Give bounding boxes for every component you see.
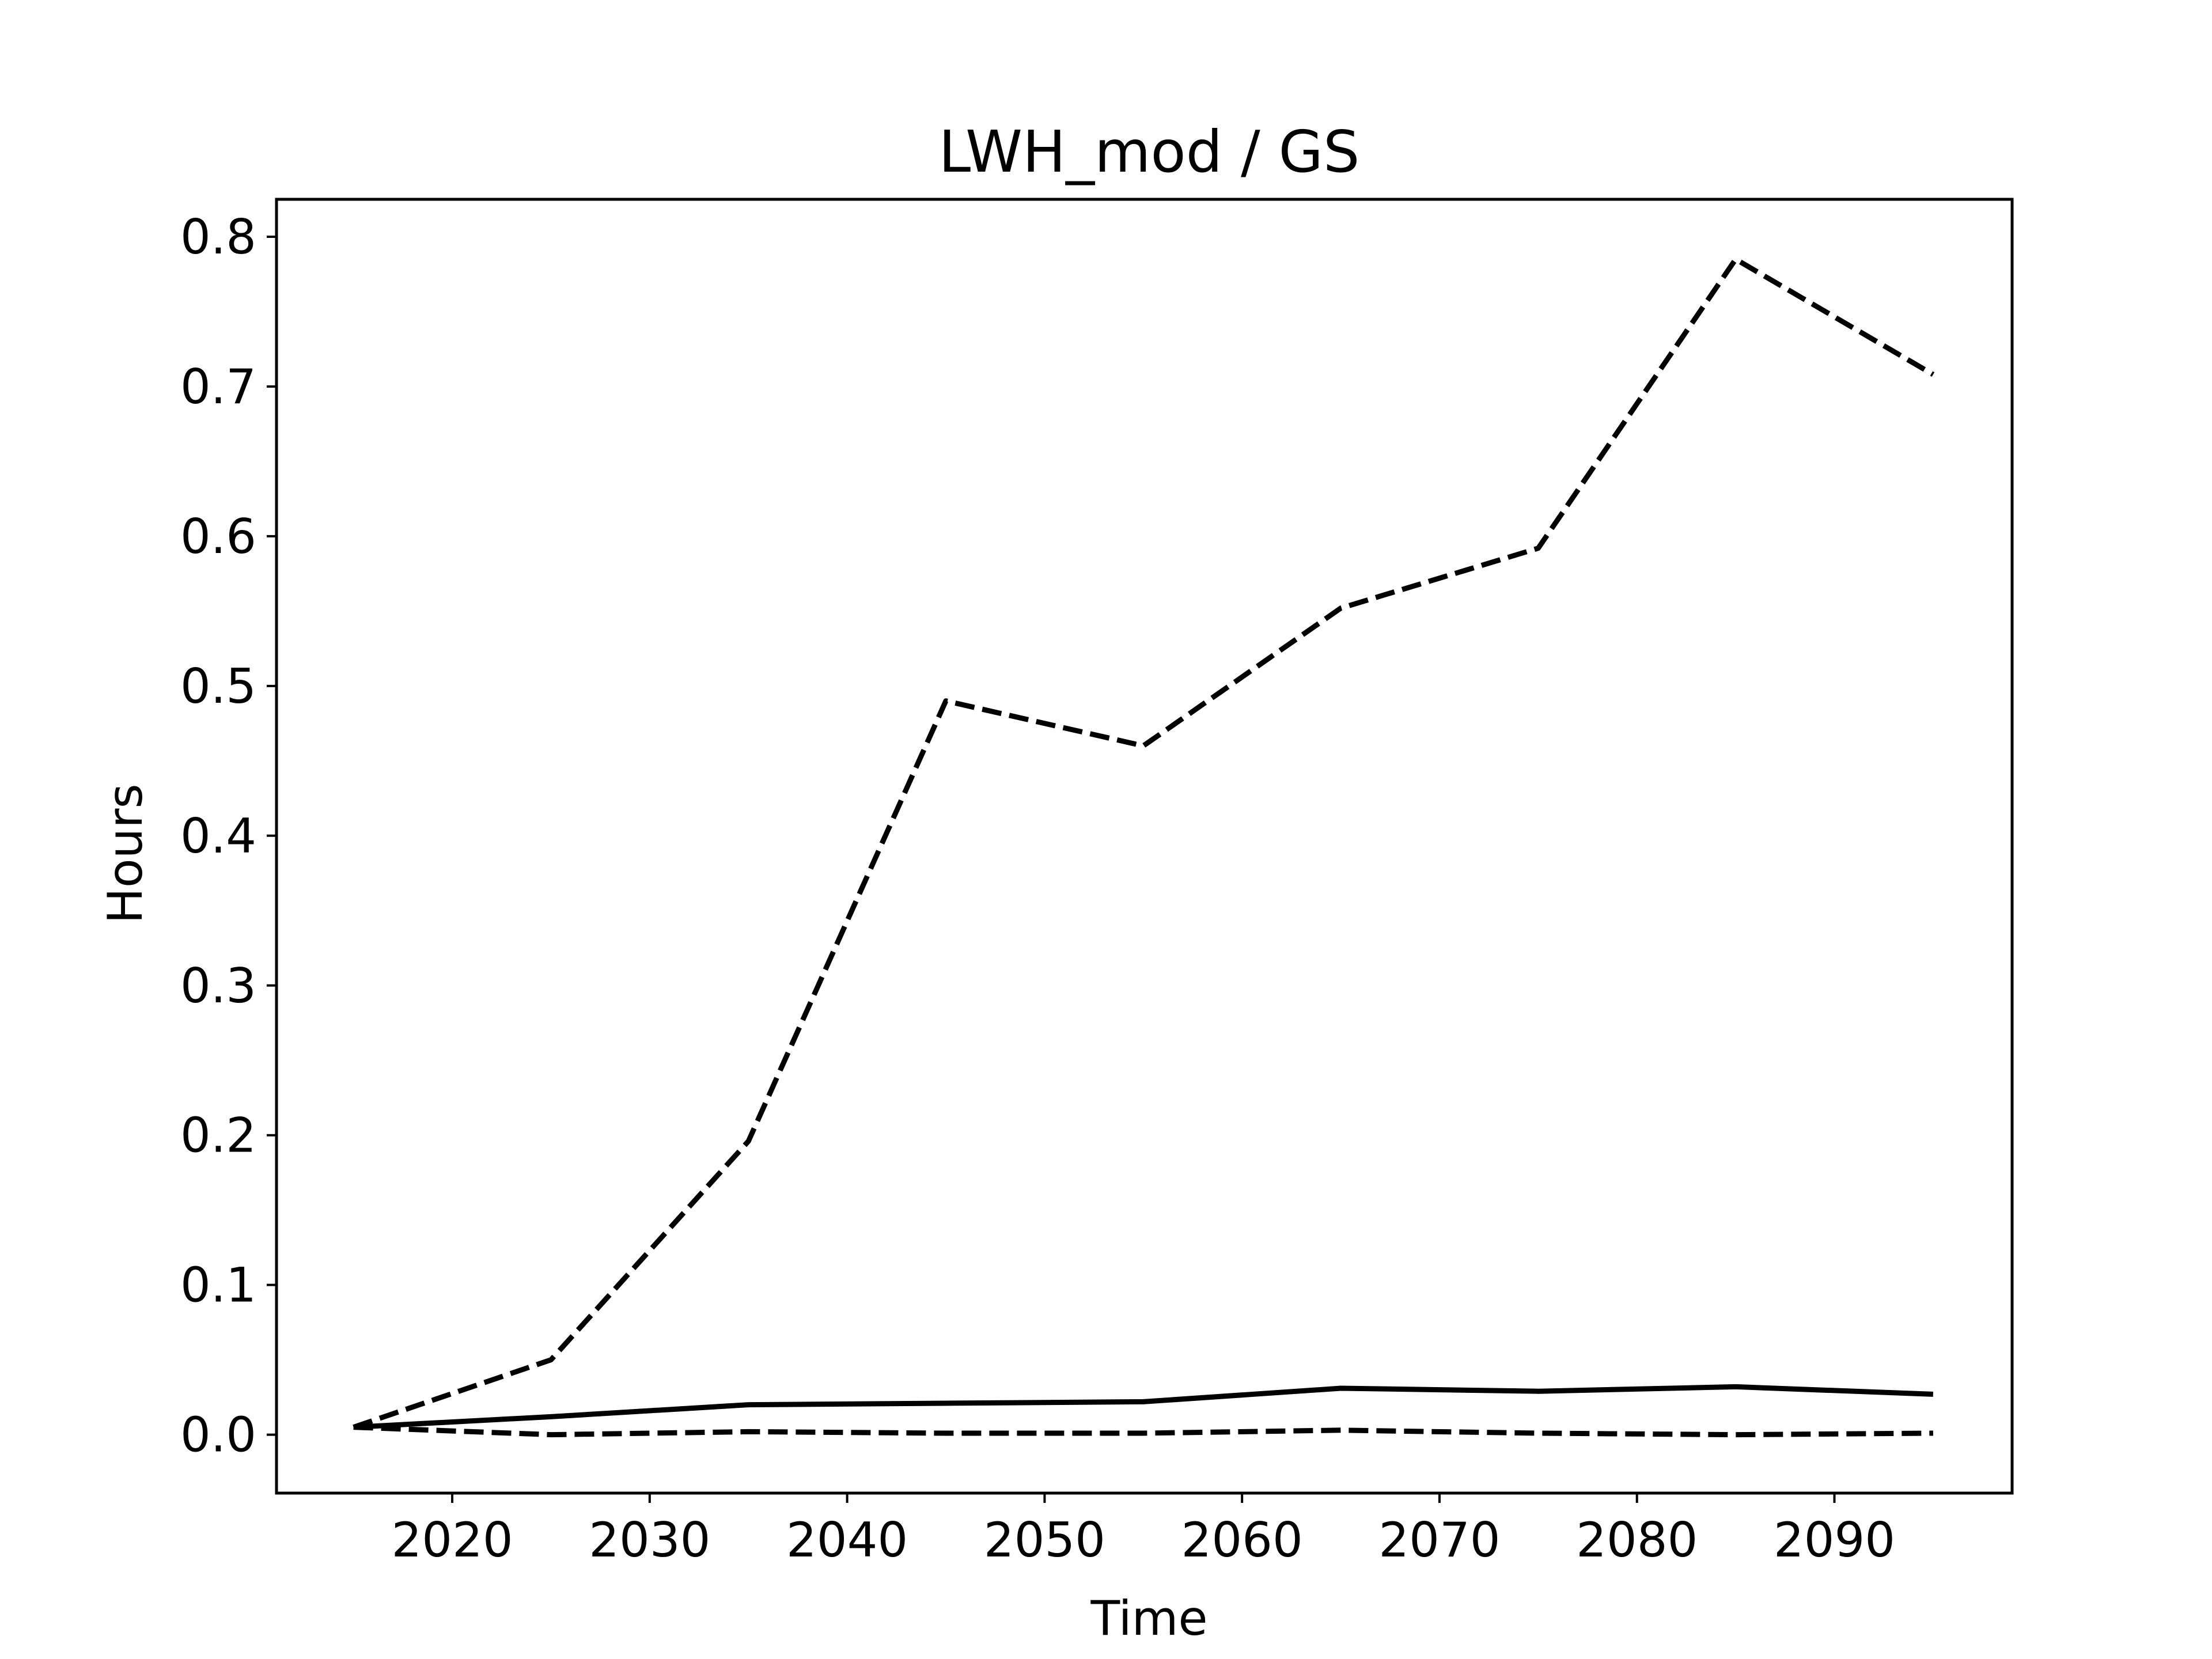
y-tick-label: 0.0 (180, 1407, 256, 1463)
y-tick-label: 0.5 (180, 658, 256, 714)
y-axis-ticks: 0.0 0.1 0.2 0.3 0.4 0.5 0.6 0.7 0.8 (180, 209, 276, 1463)
y-tick-label: 0.3 (180, 958, 256, 1014)
series-line-1 (353, 256, 1935, 1430)
y-tick-label: 0.7 (180, 359, 256, 415)
series-line-3 (353, 1425, 1933, 1438)
x-axis-ticks: 2020 2030 2040 2050 2060 2070 2080 2090 (391, 1493, 1895, 1568)
x-tick-label: 2090 (1774, 1512, 1895, 1568)
x-tick-label: 2070 (1378, 1512, 1500, 1568)
x-tick-label: 2080 (1576, 1512, 1698, 1568)
x-tick-label: 2040 (786, 1512, 908, 1568)
x-tick-label: 2020 (391, 1512, 513, 1568)
y-axis-label: Hours (97, 783, 153, 923)
series-layer (353, 256, 1935, 1438)
x-tick-label: 2050 (984, 1512, 1105, 1568)
y-tick-label: 0.6 (180, 509, 256, 565)
x-axis-label: Time (1090, 1590, 1207, 1646)
x-tick-label: 2060 (1181, 1512, 1303, 1568)
y-tick-label: 0.1 (180, 1257, 256, 1313)
y-tick-label: 0.4 (180, 808, 256, 864)
x-tick-label: 2030 (589, 1512, 710, 1568)
y-tick-label: 0.8 (180, 209, 256, 265)
plot-frame (275, 198, 2014, 1495)
series-line-2 (353, 1384, 1934, 1430)
chart-title: LWH_mod / GS (939, 118, 1360, 185)
y-tick-label: 0.2 (180, 1108, 256, 1164)
